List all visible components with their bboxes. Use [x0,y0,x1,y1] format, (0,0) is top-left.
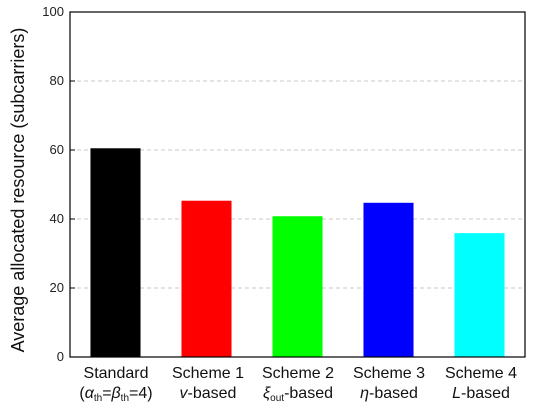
bar-scheme-4 [454,233,505,357]
plot-frame [69,11,526,358]
bar-scheme-1 [181,200,232,357]
category-label-scheme2-line2: ξout-based [263,385,333,404]
bars [90,148,505,357]
category-label-scheme4-line2: L-based [452,385,510,402]
category-label-standard-line2: (αth=βth=4) [79,385,152,404]
y-tick-label-20: 20 [50,280,64,295]
category-label-scheme1-line2: v-based [180,385,237,402]
y-tick-label-40: 40 [50,211,64,226]
category-label-scheme3-line1: Scheme 3 [353,365,425,382]
bar-standard [90,148,141,357]
category-label-scheme2-line1: Scheme 2 [262,365,334,382]
y-tick-label-100: 100 [42,4,64,19]
y-axis-ticks: 0 20 40 60 80 100 [42,4,75,364]
y-tick-label-60: 60 [50,142,64,157]
bar-scheme-2 [272,216,323,357]
y-tick-label-80: 80 [50,73,64,88]
category-label-scheme1-line1: Scheme 1 [172,365,244,382]
y-tick-label-0: 0 [57,349,64,364]
category-label-scheme4-line1: Scheme 4 [445,365,517,382]
y-axis-title: Average allocated resource (subcarriers) [8,28,28,353]
category-label-scheme3-line2: η-based [360,385,418,402]
bar-scheme-3 [363,202,414,357]
category-label-standard-line1: Standard [84,365,149,382]
x-axis-category-labels: Standard (αth=βth=4) Scheme 1 v-based Sc… [79,365,517,404]
